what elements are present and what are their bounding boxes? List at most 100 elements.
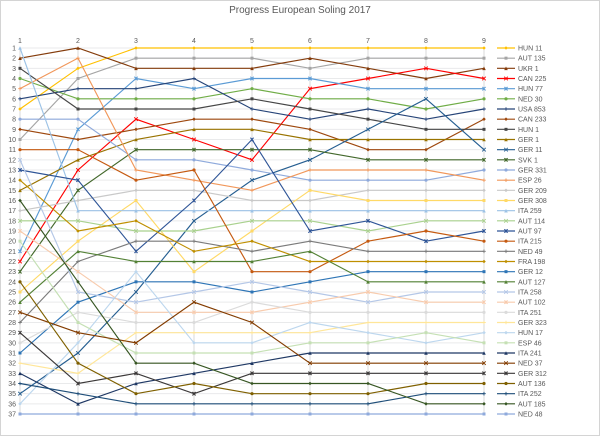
data-point bbox=[249, 320, 255, 325]
data-point bbox=[192, 188, 196, 193]
data-point bbox=[308, 320, 312, 325]
data-point bbox=[133, 249, 139, 254]
y-axis-label: 23 bbox=[8, 269, 16, 276]
legend-marker bbox=[504, 320, 508, 325]
data-point bbox=[423, 239, 429, 244]
data-point bbox=[192, 341, 196, 345]
legend-marker bbox=[503, 218, 509, 223]
y-axis-label: 5 bbox=[12, 86, 16, 93]
data-point bbox=[133, 228, 139, 234]
legend-marker bbox=[504, 280, 508, 284]
data-point bbox=[482, 127, 486, 131]
data-point bbox=[250, 56, 254, 60]
data-point bbox=[424, 280, 428, 284]
data-point bbox=[366, 178, 370, 182]
data-point bbox=[250, 208, 254, 213]
legend-marker bbox=[504, 270, 508, 274]
data-point bbox=[308, 280, 312, 284]
data-point bbox=[192, 280, 196, 284]
data-point bbox=[134, 137, 138, 142]
y-axis-label: 16 bbox=[8, 198, 16, 205]
data-point bbox=[192, 320, 196, 325]
legend-label: ITA 215 bbox=[518, 239, 542, 246]
data-point bbox=[18, 381, 22, 386]
data-point bbox=[18, 402, 22, 406]
data-point bbox=[250, 249, 254, 254]
data-point bbox=[424, 402, 428, 406]
data-point bbox=[192, 361, 196, 365]
data-point bbox=[192, 402, 196, 406]
data-point bbox=[307, 228, 313, 234]
data-point bbox=[250, 300, 254, 304]
data-point bbox=[423, 96, 429, 101]
data-point bbox=[134, 412, 138, 416]
data-point bbox=[482, 310, 486, 314]
x-axis-label: 5 bbox=[250, 38, 254, 45]
data-point bbox=[250, 361, 254, 365]
data-point bbox=[18, 198, 22, 203]
y-axis-label: 28 bbox=[8, 320, 16, 327]
y-axis-label: 2 bbox=[12, 56, 16, 63]
data-point bbox=[482, 137, 486, 142]
y-axis-label: 8 bbox=[12, 117, 16, 124]
data-point bbox=[482, 239, 486, 243]
data-point bbox=[423, 157, 429, 162]
data-point bbox=[75, 330, 81, 335]
legend-label: AUT 97 bbox=[518, 229, 542, 236]
data-point bbox=[134, 107, 138, 111]
legend-label: ESP 46 bbox=[518, 340, 542, 347]
legend-label: GER 331 bbox=[518, 168, 547, 175]
data-point bbox=[134, 97, 138, 101]
data-point bbox=[307, 361, 313, 366]
legend-label: NED 30 bbox=[518, 96, 543, 103]
data-point bbox=[366, 330, 370, 335]
data-point bbox=[134, 178, 138, 182]
legend-label: ITA 252 bbox=[518, 391, 542, 398]
y-axis-label: 32 bbox=[8, 361, 16, 368]
data-point bbox=[423, 371, 429, 376]
data-point bbox=[18, 239, 22, 243]
data-point bbox=[424, 391, 428, 396]
x-axis-label: 1 bbox=[18, 38, 22, 45]
data-point bbox=[366, 117, 370, 121]
data-point bbox=[423, 86, 429, 91]
legend-marker bbox=[504, 310, 508, 314]
legend-label: AUT 102 bbox=[518, 300, 546, 307]
data-point bbox=[75, 178, 81, 183]
y-axis-label: 10 bbox=[8, 137, 16, 144]
data-point bbox=[192, 208, 196, 213]
data-point bbox=[192, 351, 196, 355]
data-point bbox=[482, 330, 486, 335]
legend-label: SVK 1 bbox=[518, 157, 538, 164]
legend-marker bbox=[504, 351, 508, 355]
data-point bbox=[192, 76, 196, 81]
y-axis-label: 6 bbox=[12, 96, 16, 103]
data-point bbox=[18, 117, 22, 121]
data-point bbox=[192, 270, 196, 274]
legend-marker bbox=[504, 168, 508, 172]
data-point bbox=[424, 341, 428, 345]
legend-label: GER 209 bbox=[518, 188, 547, 195]
data-point bbox=[192, 97, 196, 101]
data-point bbox=[134, 269, 138, 274]
data-point bbox=[18, 320, 22, 325]
legend-marker bbox=[504, 391, 508, 396]
data-point bbox=[366, 341, 370, 345]
data-point bbox=[18, 56, 22, 60]
data-point bbox=[76, 280, 80, 284]
data-point bbox=[249, 157, 255, 162]
x-axis-label: 8 bbox=[424, 38, 428, 45]
data-point bbox=[424, 351, 428, 355]
data-point bbox=[76, 361, 80, 365]
data-point bbox=[482, 402, 486, 406]
data-point bbox=[134, 351, 138, 355]
legend-label: GER 323 bbox=[518, 320, 547, 327]
data-point bbox=[366, 168, 370, 172]
data-point bbox=[192, 239, 196, 243]
data-point bbox=[424, 320, 428, 325]
legend-marker bbox=[504, 330, 508, 335]
data-point bbox=[134, 330, 138, 335]
data-point bbox=[134, 56, 138, 60]
data-point bbox=[482, 381, 486, 386]
legend-marker bbox=[504, 412, 508, 416]
